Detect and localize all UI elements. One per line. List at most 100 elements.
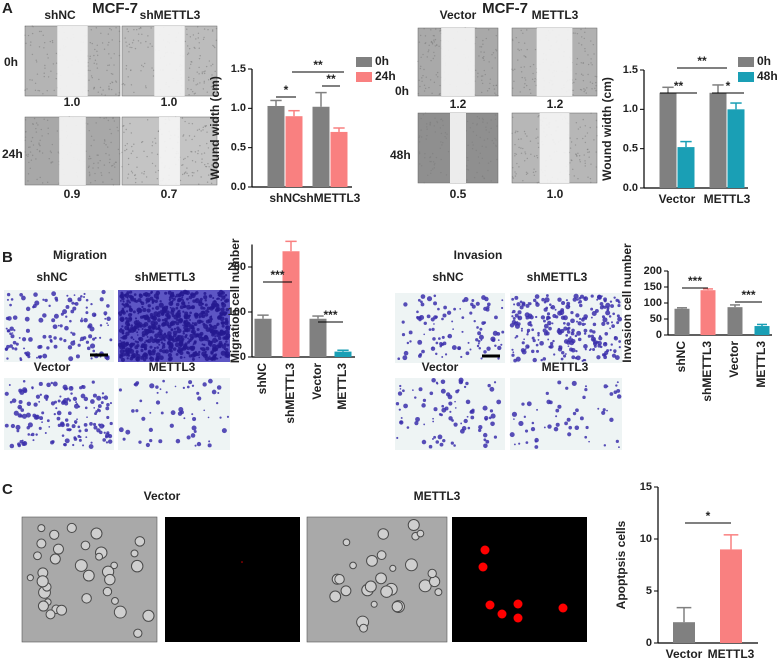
texture — [530, 92, 532, 94]
y-tick-label: 5 — [646, 585, 652, 597]
texture — [471, 148, 474, 150]
texture — [200, 176, 202, 178]
stained-cell — [101, 396, 104, 399]
stained-cell — [500, 306, 504, 310]
image-title: Migration — [53, 248, 107, 262]
texture — [188, 135, 191, 137]
stained-cell — [561, 300, 566, 306]
stained-cell — [52, 324, 58, 330]
texture — [433, 81, 436, 84]
texture — [594, 75, 596, 78]
stained-cell — [584, 385, 588, 388]
cell — [389, 564, 397, 572]
stained-cell — [122, 303, 126, 307]
texture — [428, 86, 430, 89]
stained-cell — [571, 328, 575, 333]
texture — [440, 132, 443, 135]
stained-cell — [157, 327, 161, 331]
texture — [105, 152, 107, 155]
texture — [466, 168, 468, 171]
texture — [99, 116, 101, 119]
stained-cell — [208, 328, 212, 332]
stained-cell — [122, 332, 125, 335]
texture — [584, 50, 586, 52]
texture — [93, 139, 95, 141]
stained-cell — [212, 296, 215, 300]
stained-cell — [517, 310, 522, 315]
stained-cell — [421, 403, 426, 408]
stained-cell — [129, 356, 134, 361]
stained-cell — [397, 391, 403, 396]
stained-cell — [577, 337, 582, 342]
stained-cell — [188, 380, 193, 385]
texture — [97, 91, 99, 93]
texture — [100, 172, 102, 174]
stained-cell — [224, 347, 229, 352]
red-cell — [513, 613, 523, 623]
stained-cell — [198, 301, 203, 307]
texture — [140, 70, 142, 72]
stained-cell — [603, 353, 607, 357]
stained-cell — [442, 313, 447, 318]
stained-cell — [155, 400, 161, 405]
stained-cell — [609, 417, 614, 423]
stained-cell — [584, 388, 588, 392]
texture — [203, 28, 206, 30]
texture — [475, 27, 477, 29]
stained-cell — [178, 294, 182, 298]
stained-cell — [11, 398, 17, 403]
stained-cell — [554, 308, 557, 311]
texture — [575, 153, 577, 156]
stained-cell — [5, 327, 8, 330]
stained-cell — [119, 339, 122, 342]
stained-cell — [86, 346, 91, 351]
texture — [205, 65, 208, 68]
texture — [27, 173, 30, 175]
texture — [104, 140, 106, 142]
stained-cell — [543, 307, 548, 312]
texture — [517, 48, 519, 50]
texture — [584, 135, 587, 137]
stained-cell — [13, 329, 16, 332]
texture — [39, 139, 41, 142]
texture — [512, 116, 514, 119]
stained-cell — [225, 298, 230, 303]
texture — [151, 152, 153, 154]
stained-cell — [131, 353, 137, 358]
texture — [577, 128, 580, 130]
stained-cell — [613, 336, 619, 341]
texture — [494, 118, 497, 120]
stained-cell — [121, 335, 126, 340]
texture — [439, 84, 441, 87]
stained-cell — [157, 324, 161, 328]
legend-swatch — [356, 72, 372, 82]
stained-cell — [124, 293, 127, 297]
transwell-image — [509, 293, 623, 363]
texture — [151, 45, 153, 47]
texture — [29, 151, 32, 153]
texture — [496, 125, 498, 127]
stained-cell — [480, 357, 483, 360]
texture — [430, 169, 432, 172]
stained-cell — [539, 341, 544, 346]
stained-cell — [174, 385, 177, 388]
texture — [50, 70, 52, 72]
x-tick-label: shNC — [255, 363, 269, 395]
significance-label: * — [726, 79, 731, 93]
texture — [595, 90, 597, 92]
texture — [533, 168, 535, 170]
stained-cell — [486, 346, 491, 351]
texture — [51, 41, 54, 44]
stained-cell — [124, 316, 128, 320]
texture — [46, 181, 49, 184]
stained-cell — [613, 296, 616, 299]
texture — [583, 90, 585, 93]
stained-cell — [106, 316, 111, 321]
stained-cell — [50, 401, 56, 406]
texture — [107, 64, 109, 67]
stained-cell — [162, 333, 167, 338]
stained-cell — [152, 348, 156, 353]
stained-cell — [182, 302, 186, 305]
stained-cell — [80, 393, 86, 399]
stained-cell — [73, 294, 76, 296]
